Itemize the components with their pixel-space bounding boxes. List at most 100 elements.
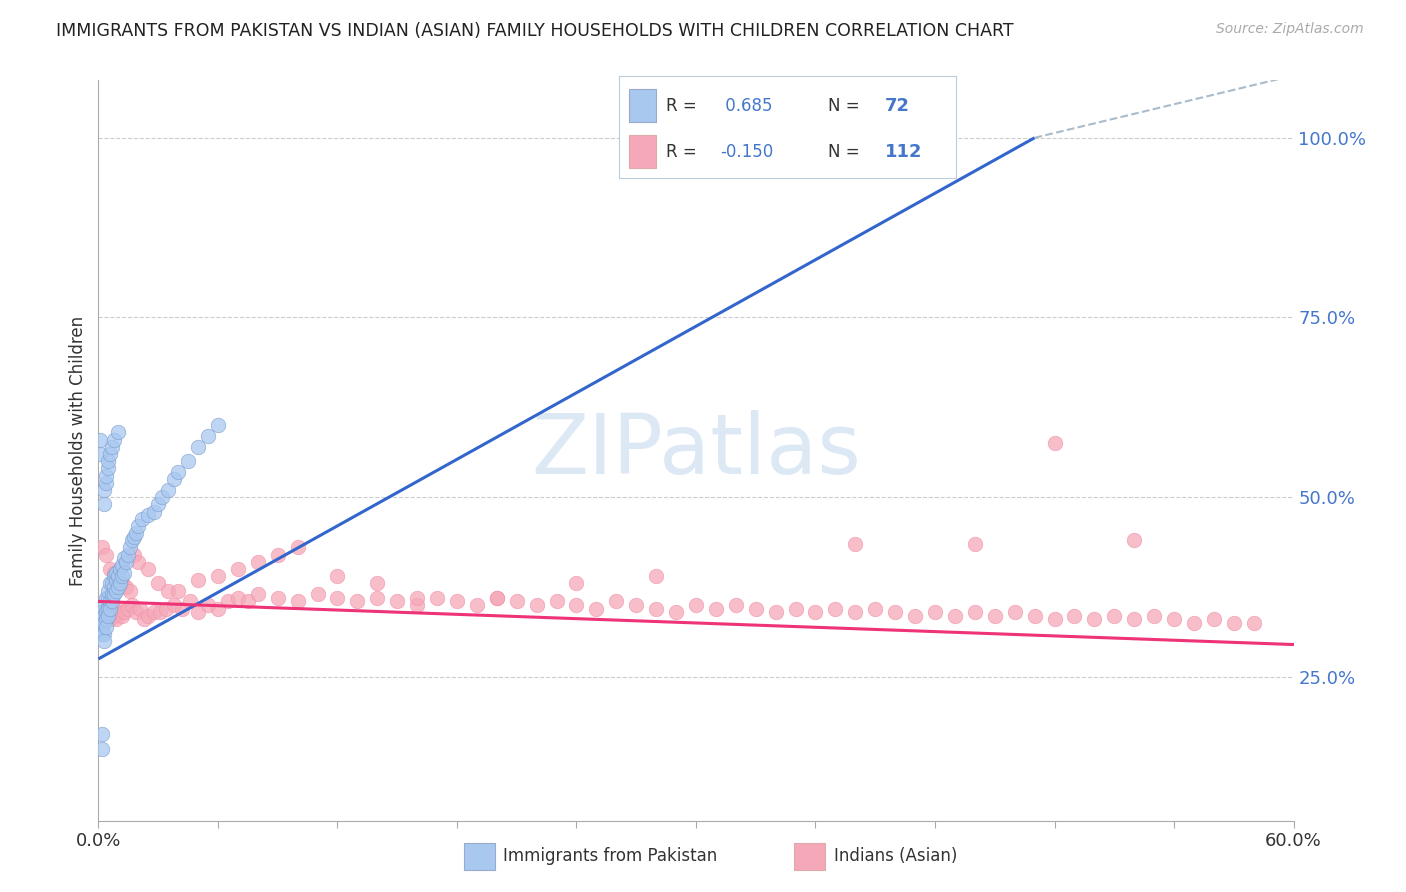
Point	[107, 425, 129, 440]
Point	[565, 598, 588, 612]
Text: Indians (Asian): Indians (Asian)	[834, 847, 957, 865]
Point	[724, 598, 747, 612]
Text: N =: N =	[828, 96, 865, 114]
Point	[101, 594, 124, 608]
Point	[143, 504, 166, 518]
Point	[105, 583, 128, 598]
Point	[97, 601, 120, 615]
Point	[103, 569, 125, 583]
Point	[98, 612, 122, 626]
Point	[326, 591, 349, 605]
Point	[96, 468, 118, 483]
Point	[163, 598, 186, 612]
Point	[197, 429, 219, 443]
Point	[1063, 608, 1085, 623]
Point	[103, 587, 125, 601]
Point	[157, 583, 180, 598]
Point	[307, 587, 329, 601]
Point	[824, 601, 846, 615]
Point	[110, 576, 132, 591]
Point	[406, 591, 429, 605]
Point	[804, 605, 827, 619]
Point	[150, 490, 173, 504]
Point	[645, 601, 668, 615]
Point	[101, 440, 124, 454]
Point	[96, 619, 118, 633]
Point	[287, 594, 309, 608]
Point	[127, 519, 149, 533]
Point	[406, 598, 429, 612]
Point	[98, 562, 122, 576]
Point	[124, 530, 146, 544]
Text: R =: R =	[666, 143, 702, 161]
Point	[107, 580, 129, 594]
Point	[287, 541, 309, 555]
Point	[93, 497, 115, 511]
Point	[93, 605, 115, 619]
Point	[103, 580, 125, 594]
Point	[107, 605, 129, 619]
Point	[167, 465, 190, 479]
Point	[1163, 612, 1185, 626]
Point	[101, 605, 124, 619]
Point	[103, 608, 125, 623]
Point	[217, 594, 239, 608]
Point	[1104, 608, 1126, 623]
Point	[267, 591, 290, 605]
Point	[89, 623, 111, 637]
Point	[765, 605, 787, 619]
Point	[346, 594, 368, 608]
Point	[115, 580, 138, 594]
Point	[98, 576, 122, 591]
Point	[167, 583, 190, 598]
Point	[112, 551, 135, 566]
Point	[103, 566, 125, 580]
Point	[366, 591, 388, 605]
Point	[685, 598, 707, 612]
Point	[121, 598, 143, 612]
Point	[91, 541, 114, 555]
Point	[326, 569, 349, 583]
Point	[506, 594, 529, 608]
Point	[163, 472, 186, 486]
Point	[91, 741, 114, 756]
Point	[120, 541, 142, 555]
Point	[526, 598, 548, 612]
Point	[207, 418, 229, 433]
Point	[187, 440, 209, 454]
Y-axis label: Family Households with Children: Family Households with Children	[69, 316, 87, 585]
Point	[226, 562, 249, 576]
Point	[91, 626, 114, 640]
Point	[97, 601, 120, 615]
Point	[98, 601, 122, 615]
Point	[226, 591, 249, 605]
Point	[136, 508, 159, 523]
Point	[865, 601, 887, 615]
Point	[124, 548, 146, 562]
Point	[605, 594, 627, 608]
Point	[197, 598, 219, 612]
Point	[131, 512, 153, 526]
Point	[91, 605, 114, 619]
Point	[98, 447, 122, 461]
Point	[366, 576, 388, 591]
Point	[96, 605, 118, 619]
Point	[110, 601, 132, 615]
Point	[1004, 605, 1026, 619]
Point	[97, 591, 120, 605]
Point	[246, 587, 269, 601]
Point	[107, 569, 129, 583]
Text: ZIPatlas: ZIPatlas	[531, 410, 860, 491]
Text: R =: R =	[666, 96, 702, 114]
Point	[93, 626, 115, 640]
Point	[246, 555, 269, 569]
Point	[103, 433, 125, 447]
Text: 0.685: 0.685	[720, 96, 772, 114]
Point	[91, 727, 114, 741]
Text: Source: ZipAtlas.com: Source: ZipAtlas.com	[1216, 22, 1364, 37]
Point	[105, 573, 128, 587]
Point	[111, 608, 134, 623]
Text: 72: 72	[886, 96, 910, 114]
Point	[1043, 436, 1066, 450]
Point	[93, 608, 115, 623]
